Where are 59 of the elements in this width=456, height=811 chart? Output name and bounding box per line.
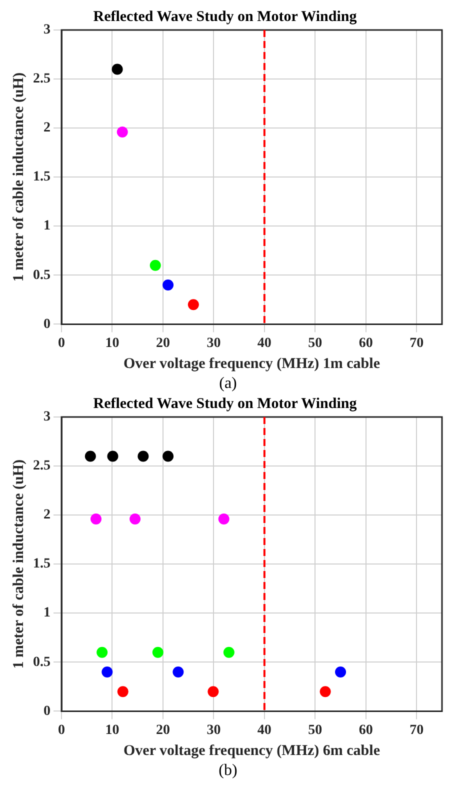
x-tick-label: 0 xyxy=(58,723,65,738)
point xyxy=(152,646,164,658)
x-tick-label: 40 xyxy=(257,336,272,352)
point xyxy=(150,260,161,271)
y-axis-title: 1 meter of cable inductance (uH) xyxy=(10,72,27,282)
point xyxy=(138,450,149,462)
y-tick-label: 2.5 xyxy=(33,72,50,87)
y-tick-label: 0 xyxy=(44,704,50,719)
y-tick-label: 1 xyxy=(44,606,50,621)
point xyxy=(208,686,219,698)
x-tick-label: 20 xyxy=(156,336,170,352)
y-tick-label: 3 xyxy=(44,410,50,425)
point xyxy=(117,686,128,698)
y-tick-label: 1 xyxy=(44,218,50,234)
x-tick-label: 60 xyxy=(358,723,373,738)
x-tick-label: 30 xyxy=(206,723,221,738)
point xyxy=(107,450,118,462)
x-tick-label: 50 xyxy=(308,723,322,738)
x-tick-label: 30 xyxy=(206,336,221,352)
y-tick-label: 1.5 xyxy=(33,170,50,185)
point xyxy=(320,686,331,698)
text: (a) xyxy=(218,374,238,394)
point xyxy=(84,450,96,462)
point xyxy=(130,513,141,524)
point xyxy=(112,64,123,75)
point xyxy=(96,646,108,658)
x-axis-title: Over voltage frequency (MHz) 1m cable xyxy=(124,356,380,372)
y-tick-label: 0.5 xyxy=(33,654,50,670)
y-tick-label: 2.5 xyxy=(33,458,50,474)
point xyxy=(172,666,184,678)
y-axis-title: 1 meter of cable inductance (uH) xyxy=(10,459,27,669)
point xyxy=(90,513,102,524)
x-tick-label: 10 xyxy=(105,336,120,352)
chart-title: Reflected Wave Study on Motor Winding xyxy=(93,396,358,412)
point xyxy=(102,666,113,678)
y-tick-label: 0.5 xyxy=(33,268,50,283)
y-tick-label: 2 xyxy=(44,508,50,523)
point xyxy=(116,126,128,138)
x-tick-label: 50 xyxy=(308,336,322,352)
y-tick-label: 1.5 xyxy=(33,556,50,572)
point xyxy=(218,513,230,524)
x-tick-label: 0 xyxy=(58,336,65,352)
x-tick-label: 70 xyxy=(410,336,424,352)
x-tick-label: 70 xyxy=(410,723,424,738)
point xyxy=(223,646,234,658)
y-tick-label: 0 xyxy=(44,316,50,332)
x-tick-label: 20 xyxy=(156,723,170,738)
y-tick-label: 2 xyxy=(44,120,50,136)
x-tick-label: 40 xyxy=(257,723,272,738)
point xyxy=(162,450,174,462)
point xyxy=(335,666,346,678)
x-tick-label: 10 xyxy=(105,723,120,738)
x-axis-title: Over voltage frequency (MHz) 6m cable xyxy=(124,742,380,759)
text: (b) xyxy=(218,761,238,781)
y-tick-label: 3 xyxy=(44,22,50,38)
point xyxy=(188,299,199,310)
x-tick-label: 60 xyxy=(358,336,373,352)
point xyxy=(162,279,174,290)
chart-title: Reflected Wave Study on Motor Winding xyxy=(93,8,358,25)
